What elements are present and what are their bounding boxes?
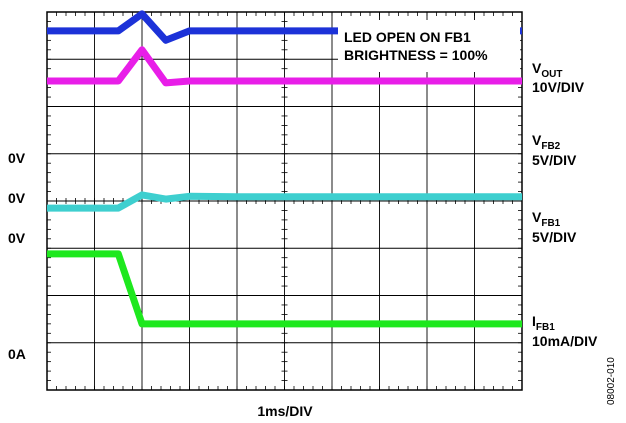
legend-vfb1: VFB1 5V/DIV xyxy=(532,209,577,245)
title-box xyxy=(338,20,520,72)
svg-text:VFB2: VFB2 xyxy=(532,132,561,152)
legend-vfb2-name: V xyxy=(532,132,542,148)
legend-vout-subscript: OUT xyxy=(541,69,562,80)
legend-ifb1-name: I xyxy=(532,313,536,329)
svg-text:VOUT: VOUT xyxy=(532,60,562,80)
legend-ifb1: IFB1 10mA/DIV xyxy=(532,313,598,349)
trace-ifb1-3 xyxy=(47,250,522,328)
chart-title: LED OPEN ON FB1 xyxy=(344,29,471,45)
legend-ifb1-scale: 10mA/DIV xyxy=(532,333,598,349)
x-axis-label: 1ms/DIV xyxy=(257,403,313,419)
legend-vout: VOUT 10V/DIV xyxy=(532,60,585,95)
legend-ifb1-subscript: FB1 xyxy=(536,322,555,333)
ground-marker-vfb2: 0V xyxy=(8,150,26,166)
legend-vout-scale: 10V/DIV xyxy=(532,79,585,95)
legend-vfb2-subscript: FB2 xyxy=(541,141,560,152)
legend-vfb1-scale: 5V/DIV xyxy=(532,229,577,245)
figure-id: 08002-010 xyxy=(606,357,617,405)
legend-vout-name: V xyxy=(532,60,542,76)
legend-vfb1-name: V xyxy=(532,209,542,225)
trace-vfb2-1 xyxy=(47,46,522,87)
chart-subtitle: BRIGHTNESS = 100% xyxy=(344,47,488,63)
legend-vfb2-scale: 5V/DIV xyxy=(532,152,577,168)
ground-marker-vfb1: 0V xyxy=(8,230,26,246)
ground-marker-top-edge: 0V xyxy=(8,190,26,206)
svg-text:IFB1: IFB1 xyxy=(532,313,555,333)
legend-vfb1-subscript: FB1 xyxy=(541,218,560,229)
legend-vfb2: VFB2 5V/DIV xyxy=(532,132,577,168)
svg-text:VFB1: VFB1 xyxy=(532,209,561,229)
ground-marker-ifb1: 0A xyxy=(8,346,26,362)
trace-vfb1-2 xyxy=(47,191,522,212)
